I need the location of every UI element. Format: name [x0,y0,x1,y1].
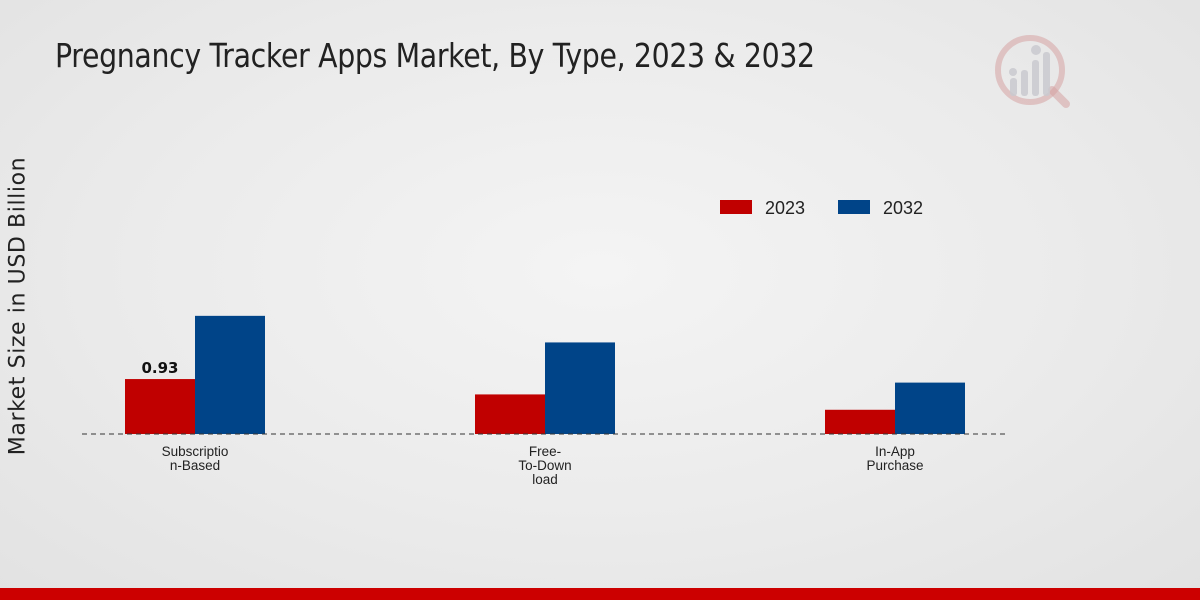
data-label: 0.93 [141,359,178,377]
x-tick-label-line: load [532,472,558,487]
x-tick-label-line: Subscriptio [162,444,229,459]
x-tick-label-line: In-App [875,444,915,459]
legend-swatch-2023 [720,200,752,214]
x-tick-label: Free-To-Down load [518,444,571,487]
bar-2032-2 [895,382,965,434]
footer-bar [0,588,1200,600]
chart-title: Pregnancy Tracker Apps Market, By Type, … [55,36,815,75]
x-tick-label-line: Free- [529,444,561,459]
bar-2032-0 [195,315,265,434]
x-tick-label: In-App Purchase [866,444,923,473]
legend-swatch-2032 [838,200,870,214]
legend-label-2032: 2032 [883,198,923,218]
bar-2023-1 [475,394,545,434]
x-tick-label: Subscriptio n-Based [162,444,229,473]
x-tick-label-line: n-Based [170,458,220,473]
x-tick-label-line: To-Down [518,458,571,473]
x-tick-label-line: Purchase [866,458,923,473]
bar-2023-2 [825,409,895,434]
bar-2023-0 [125,379,195,434]
legend-label-2023: 2023 [765,198,805,218]
brand-logo-icon [995,35,1070,108]
bar-2032-1 [545,342,615,434]
